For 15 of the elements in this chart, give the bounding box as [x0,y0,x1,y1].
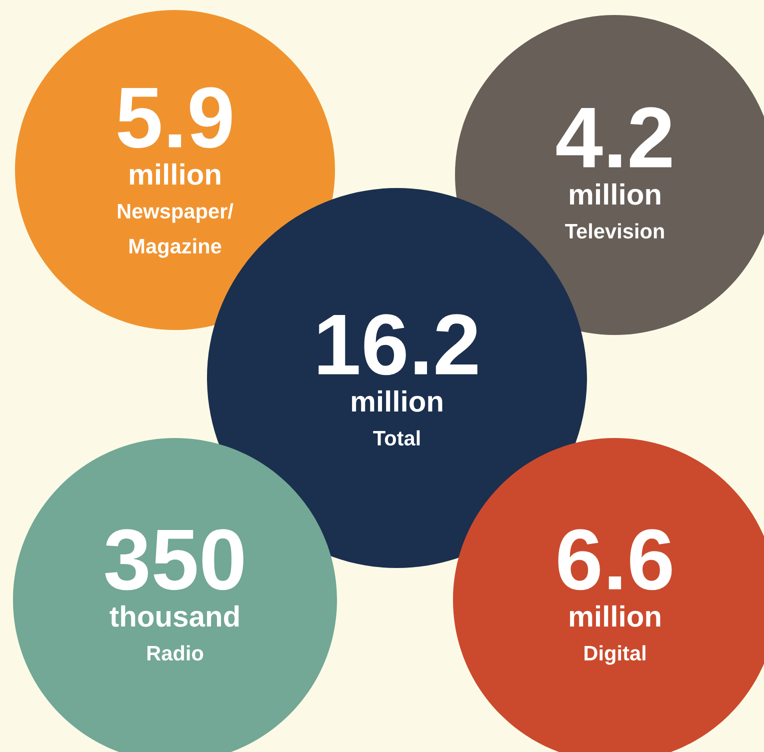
data-label: 6.6 [558,529,672,590]
category-label: Radio [147,645,204,661]
category-label: Digital [584,645,646,665]
category-label: Television [565,223,664,239]
category-label: Newspaper/ Magazine [118,203,234,258]
text: million [130,163,220,185]
category-label: Total [373,430,420,446]
data-label: 5.9 [118,87,232,148]
data-label: 16.2 [318,314,478,376]
text: thousand [110,605,239,627]
data-label: 350 [105,529,244,590]
text: million [570,605,660,627]
data-label: 4.2 [556,107,672,168]
text: million [352,390,442,412]
text: million [570,183,660,205]
